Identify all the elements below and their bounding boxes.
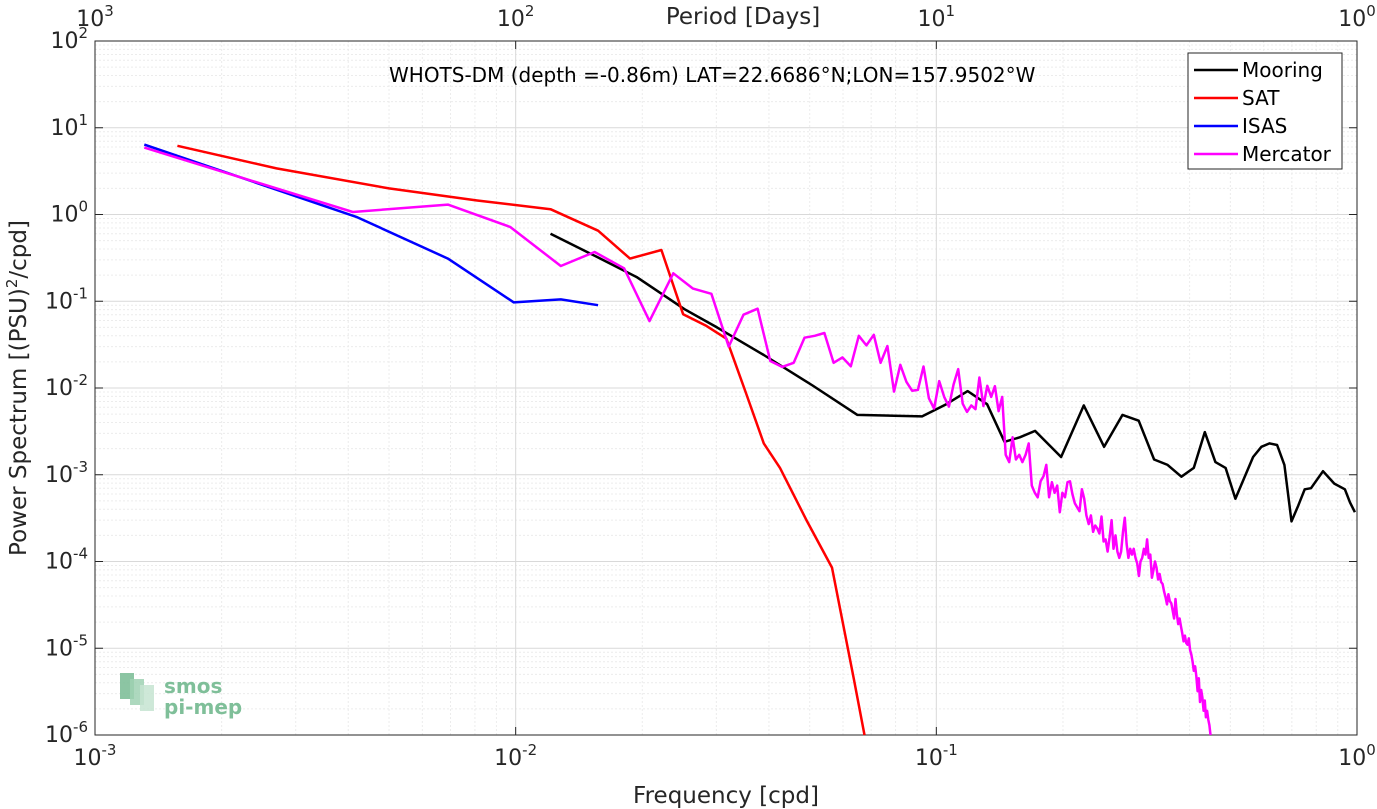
y-tick-label: 10-3 <box>45 458 88 488</box>
top-tick-label: 102 <box>497 2 535 32</box>
y-tick-label: 10-6 <box>45 718 88 748</box>
x-tick-label: 100 <box>1338 741 1376 771</box>
legend: Mooring SAT ISAS Mercator <box>1187 52 1343 170</box>
logo-mark <box>140 685 154 711</box>
y-tick-label: 10-4 <box>45 545 88 575</box>
top-tick-label: 100 <box>1338 2 1376 32</box>
y-tick-label: 100 <box>50 198 88 228</box>
y-tick-label: 101 <box>50 111 88 141</box>
series-line-isas <box>143 143 599 307</box>
legend-label-sat: SAT <box>1242 86 1280 110</box>
grid <box>94 40 1358 736</box>
top-tick-label: 101 <box>918 2 956 32</box>
smos-pi-mep-logo: smos pi-mep <box>120 673 242 719</box>
y-tick-label: 10-2 <box>45 371 88 401</box>
legend-label-mooring: Mooring <box>1242 58 1323 82</box>
legend-label-isas: ISAS <box>1242 114 1287 138</box>
logo-text-pi-mep: pi-mep <box>164 695 242 719</box>
series-line-mercator <box>143 146 1212 736</box>
x-tick-label: 10-2 <box>494 741 537 771</box>
x-axis-label: Frequency [cpd] <box>633 783 819 809</box>
y-tick-label: 102 <box>50 24 88 54</box>
y-tick-label: 10-5 <box>45 631 88 661</box>
logo-text-smos: smos <box>164 674 222 698</box>
x-tick-label: 10-1 <box>915 741 958 771</box>
top-tick-label: 103 <box>76 2 114 32</box>
series-line-mooring <box>549 232 1357 523</box>
legend-label-mercator: Mercator <box>1242 142 1332 166</box>
series-lines <box>143 143 1357 736</box>
chart-annotation: WHOTS-DM (depth =-0.86m) LAT=22.6686°N;L… <box>389 63 1036 87</box>
series-line-sat <box>177 144 866 736</box>
legend-box <box>1187 52 1343 170</box>
y-axis-label: Power Spectrum [(PSU)2/cpd] <box>3 220 32 556</box>
top-axis-label: Period [Days] <box>666 4 820 30</box>
x-tick-label: 10-3 <box>74 741 117 771</box>
y-tick-label: 10-1 <box>45 284 88 314</box>
